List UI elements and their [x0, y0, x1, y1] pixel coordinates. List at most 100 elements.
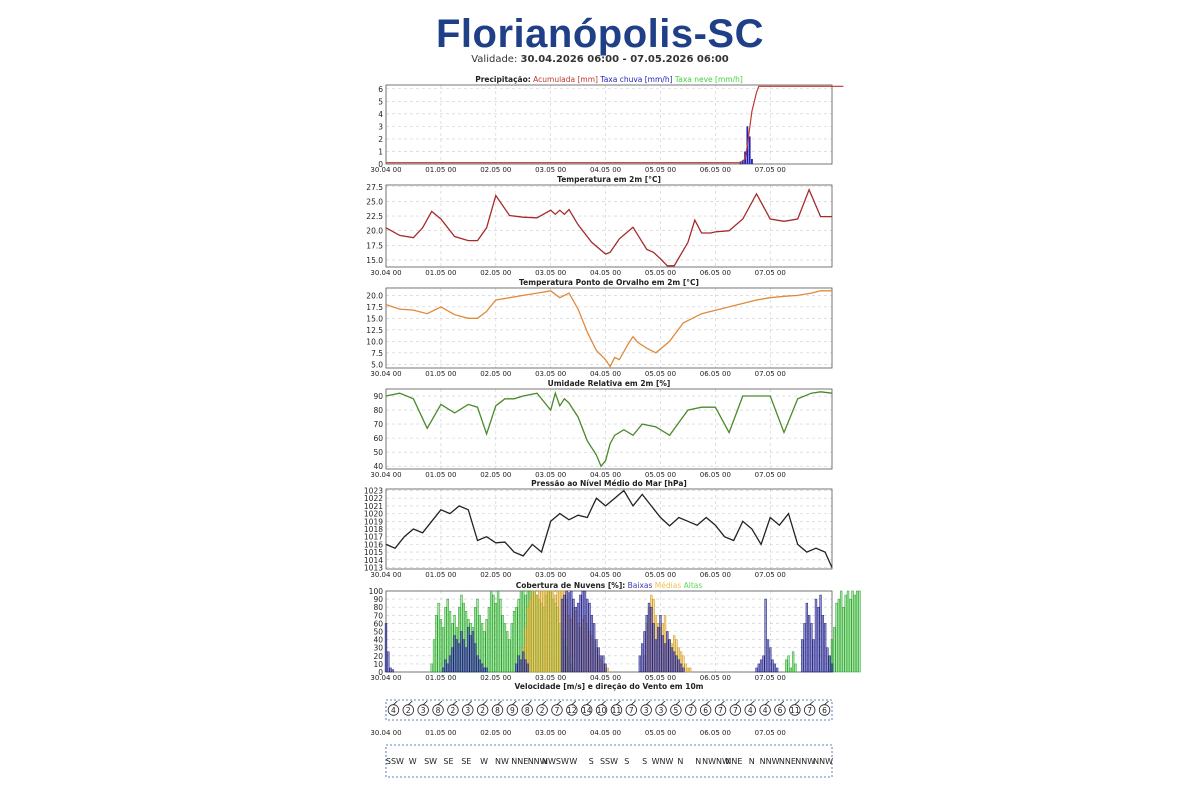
cloud-low-bar	[389, 667, 392, 673]
clouds-ytick-label: 40	[373, 636, 383, 645]
wind-speed-label: 6	[778, 706, 783, 715]
precip-xtick-label: 07.05 00	[755, 166, 786, 174]
cloud-low-bar	[444, 659, 447, 673]
cloud-low-bar	[762, 655, 765, 673]
cloud-low-bar	[773, 663, 776, 673]
precip-xtick-label: 01.05 00	[425, 166, 456, 174]
cloud-low-bar	[677, 659, 680, 673]
cloud-mid-bar	[554, 594, 557, 673]
rh-xtick-label: 06.05 00	[700, 471, 731, 479]
wind-barb-tick	[497, 700, 502, 705]
wind-barb-tick	[571, 700, 577, 705]
pressure-ytick-label: 1013	[364, 563, 383, 572]
wind-direction-label: NWSW	[542, 757, 569, 766]
cloud-mid-bar	[547, 590, 550, 673]
cloud-low-bar	[819, 594, 822, 673]
cloud-low-bar	[522, 651, 525, 673]
clouds-xtick-label: 01.05 00	[425, 674, 456, 682]
wind-direction-label: SW	[424, 757, 437, 766]
wind-barb-tick	[601, 700, 606, 705]
temp-frame	[385, 184, 833, 268]
clouds-xtick-label: 30.04 00	[370, 674, 401, 682]
cloud-high-bar	[839, 590, 843, 673]
cloud-low-bar	[467, 627, 470, 673]
rh-title: Umidade Relativa em 2m [%]	[548, 379, 671, 388]
wind-barb-tick	[482, 700, 487, 705]
wind-barb-tick	[809, 700, 814, 705]
cloud-high-bar	[501, 615, 504, 673]
cloud-high-bar	[851, 590, 854, 673]
validity-range: 30.04.2026 06:00 - 07.05.2026 06:00	[520, 54, 729, 65]
cloud-low-bar	[757, 663, 760, 673]
cloud-mid-bar	[526, 606, 529, 673]
clouds-ytick-label: 60	[373, 619, 383, 628]
cloud-mid-bar	[540, 590, 543, 673]
wind-barb-tick	[526, 700, 532, 705]
wind-direction-label: SSW	[386, 757, 404, 766]
pressure-xtick-label: 07.05 00	[755, 571, 786, 579]
wind-barb-tick	[660, 700, 666, 705]
rh-xtick-label: 04.05 00	[590, 471, 621, 479]
precip-legend-entry: Acumulada [mm]	[531, 75, 598, 84]
cloud-mid-bar	[689, 667, 692, 673]
cloud-low-bar	[766, 639, 770, 673]
cloud-low-bar	[526, 663, 529, 673]
pressure-xtick-label: 02.05 00	[480, 571, 511, 579]
cloud-high-bar	[485, 619, 488, 673]
wind-barb-tick	[794, 700, 800, 705]
cloud-low-bar	[670, 647, 674, 673]
pressure-title: Pressão ao Nível Médio do Mar [hPa]	[531, 479, 687, 488]
temp-ytick-label: 27.5	[366, 183, 383, 192]
wind-barb-tick	[556, 700, 562, 705]
cloud-high-bar	[490, 590, 493, 673]
cloud-high-bar	[512, 611, 516, 673]
precip-accumulated-line	[386, 85, 844, 164]
wind-barb-tick	[616, 700, 621, 705]
precip-xtick-label: 03.05 00	[535, 166, 566, 174]
wind-speed-label: 7	[718, 706, 723, 715]
cloud-high-bar	[858, 590, 861, 673]
wind-speed-label: 4	[748, 706, 753, 715]
wind-speed-label: 11	[612, 706, 622, 715]
cloud-mid-bar	[544, 590, 548, 673]
cloud-low-bar	[675, 655, 678, 673]
cloud-low-bar	[823, 623, 827, 673]
precip-panel: 0 1 2 3 4 5 6 30.04 00 01.05 00 02.05 00 03.05 00 0…	[370, 84, 844, 174]
cloud-high-bar	[492, 594, 495, 673]
dew-ytick-label: 12.5	[366, 326, 383, 335]
dew-xtick-label: 01.05 00	[425, 370, 456, 378]
temp-panel: 15.0 17.5 20.0 22.5 25.0 27.5 30.04 00 01.05 00…	[366, 183, 833, 277]
pressure-xtick-label: 30.04 00	[370, 571, 401, 579]
rh-panel: 40 50 60 70 80 90 30.04 00 01.05 00 02.05 00 03.0…	[370, 388, 833, 479]
precip-xtick-label: 30.04 00	[370, 166, 401, 174]
temp-xtick-label: 05.05 00	[645, 269, 676, 277]
validity-label: Validade:	[471, 54, 518, 65]
wind-barb-tick	[645, 700, 651, 705]
wind-direction-label: WNW	[652, 757, 674, 766]
cloud-low-bar	[654, 639, 658, 673]
cloud-low-bar	[657, 627, 660, 673]
cloud-low-bar	[803, 623, 806, 673]
cloud-low-bar	[446, 663, 449, 673]
wind-direction-label: NNW	[795, 757, 815, 766]
rh-frame	[385, 388, 833, 470]
cloud-low-bar	[565, 590, 568, 673]
precip-rate-bar	[748, 136, 751, 164]
pressure-ytick-label: 1023	[364, 487, 383, 496]
cloud-high-bar	[432, 639, 436, 673]
wind-speed-row-frame	[385, 699, 833, 721]
cloud-mid-bar	[556, 590, 559, 673]
cloud-mid-bar	[684, 663, 687, 673]
rh-xtick-label: 05.05 00	[645, 471, 676, 479]
clouds-ytick-label: 100	[369, 587, 384, 596]
wind-xtick-label: 30.04 00	[370, 729, 401, 737]
cloud-low-bar	[442, 667, 445, 673]
wind-speed-label: 3	[659, 706, 664, 715]
cloud-high-bar	[515, 606, 518, 673]
cloud-high-bar	[506, 631, 509, 673]
precip-xtick-label: 06.05 00	[700, 166, 731, 174]
page-title: Florianópolis-SC	[436, 12, 764, 56]
wind-direction-label: W	[480, 757, 488, 766]
cloud-low-bar	[826, 647, 829, 673]
cloud-low-bar	[682, 667, 685, 673]
